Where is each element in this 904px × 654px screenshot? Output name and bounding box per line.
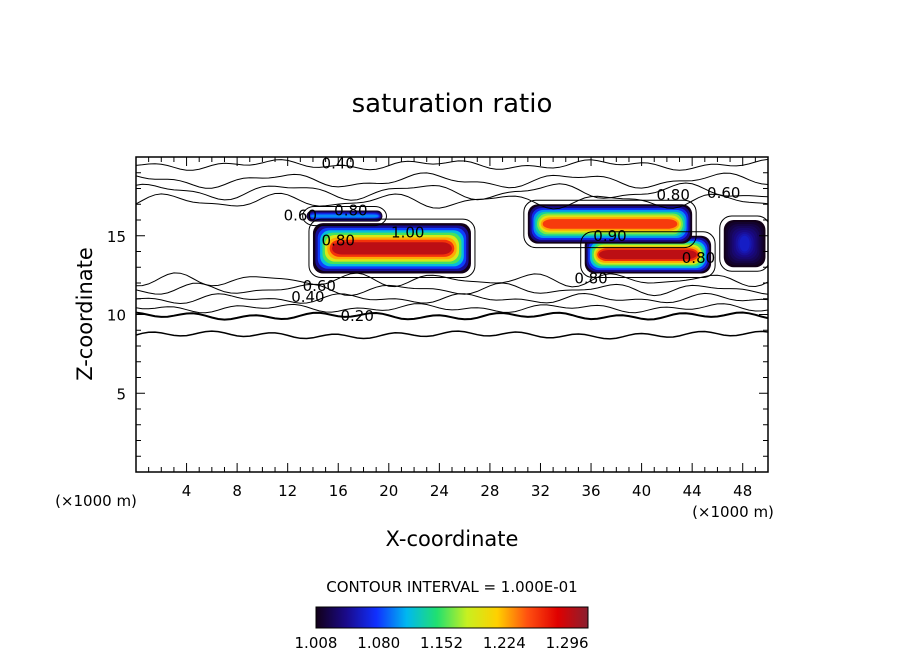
saturation-region-2-level-8 [542,219,678,229]
contour-line [136,182,768,201]
y-axis-label: Z-coordinate [73,247,97,381]
contour-value-label: 0.80 [322,231,355,249]
colorbar-tick-label: 1.008 [295,634,338,652]
contour-line [136,330,768,340]
x-tick-label: 40 [632,482,651,500]
x-tick-label: 16 [329,482,348,500]
contour-value-label: 0.80 [574,269,607,287]
colorbar [315,606,589,629]
colorbar-tick-label: 1.224 [483,634,526,652]
contour-value-label: 0.60 [707,184,740,202]
x-tick-label: 28 [480,482,499,500]
contour-line [136,303,768,314]
contour-value-label: 0.80 [334,202,367,220]
chart-title: saturation ratio [352,89,553,119]
contour-value-label: 1.00 [391,224,424,242]
colorbar-tick-label: 1.080 [357,634,400,652]
contour-line [136,272,768,288]
x-tick-label: 4 [182,482,192,500]
contour-value-label: 0.80 [682,249,715,267]
contour-value-label: 0.40 [291,288,324,306]
contour-line [523,199,697,249]
x-axis-label: X-coordinate [386,527,519,551]
y-axis-ticks: 5 10 15 [107,172,768,457]
contour-line [719,215,768,272]
contour-line [136,292,768,305]
x-axis-ticks: 4 8 12 16 20 24 28 32 36 40 44 48 [148,157,756,500]
saturation-region-4-level-8 [739,235,750,252]
x-tick-label: 8 [232,482,242,500]
x-tick-label: 24 [430,482,449,500]
contour-line [308,218,476,279]
contour-value-label: 0.20 [340,307,373,325]
contour-value-label: 0.60 [303,277,336,295]
x-tick-label: 44 [683,482,702,500]
x-tick-label: 32 [531,482,550,500]
z-unit-label: (×1000 m) [55,492,137,510]
saturation-region-1-level-8 [599,250,697,260]
contour-line [136,311,768,321]
colorbar-ticks: 1.008 1.080 1.152 1.224 1.296 [295,634,589,652]
contour-value-label: 0.90 [593,227,626,245]
contour-line [136,282,768,297]
x-unit-label: (×1000 m) [692,503,774,521]
contour-line [302,206,387,227]
contour-interval-text: CONTOUR INTERVAL = 1.000E-01 [326,578,577,596]
x-tick-label: 12 [278,482,297,500]
contour-value-label: 0.60 [284,206,317,224]
saturation-region-0-level-8 [332,242,452,255]
saturation-field [306,204,766,274]
colorbar-tick-label: 1.152 [420,634,463,652]
y-tick-label: 10 [107,307,126,325]
saturation-region-3-level-8 [310,214,379,218]
contour-line [136,172,768,189]
y-tick-label: 15 [107,228,126,246]
y-tick-label: 5 [116,385,126,403]
contour-lines [136,158,768,340]
contour-line [580,231,716,279]
contour-value-label: 0.80 [656,186,689,204]
x-tick-label: 36 [581,482,600,500]
contour-labels: 0.400.80 0.600.60 0.801.000.800.600.400.20… [284,154,741,325]
contour-line [136,192,768,210]
x-tick-label: 48 [733,482,752,500]
colorbar-tick-label: 1.296 [546,634,589,652]
x-tick-label: 20 [379,482,398,500]
